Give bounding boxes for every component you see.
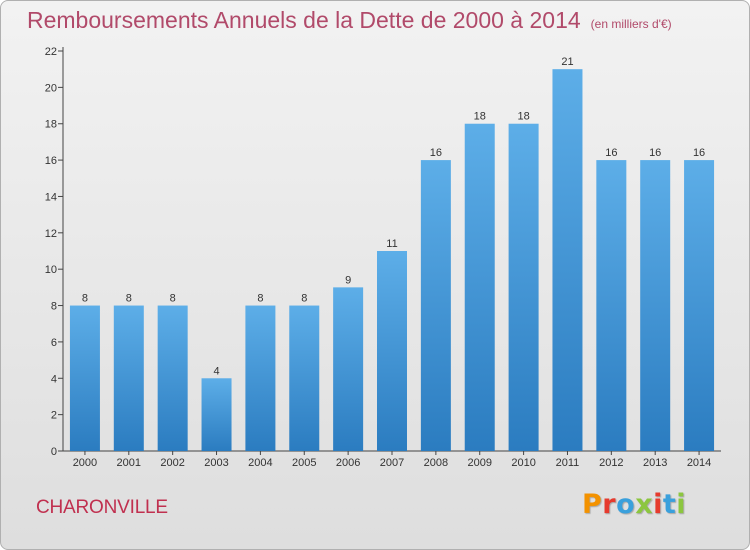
logo-letter: t	[662, 489, 677, 520]
y-tick-label: 14	[45, 191, 57, 203]
logo-letter: P	[582, 489, 603, 520]
bar-value-label: 8	[126, 293, 132, 305]
bar	[333, 287, 364, 451]
chart-title-unit: (en milliers d'€)	[590, 17, 672, 31]
logo-letter: x	[635, 489, 654, 520]
bar-value-label: 8	[170, 293, 176, 305]
bar	[157, 305, 188, 451]
logo-letter: o	[616, 489, 636, 520]
bar	[201, 378, 232, 451]
logo-letter: i	[676, 489, 687, 520]
bar-chart: 0 2 4 6 8 10 12 14 16 18 20 22 8 2000 8 2001 8 2002 4 2003 8…	[45, 46, 721, 469]
y-tick-label: 20	[45, 82, 57, 94]
x-tick-label: 2000	[73, 457, 97, 469]
bar-value-label: 11	[386, 238, 397, 250]
bar-value-label: 16	[693, 147, 705, 159]
y-tick-label: 12	[45, 228, 57, 240]
y-tick-label: 6	[51, 337, 57, 349]
bar-value-label: 8	[257, 293, 263, 305]
bar-value-label: 4	[213, 365, 219, 377]
bar	[684, 160, 715, 451]
bar-value-label: 18	[517, 111, 529, 123]
bar	[113, 305, 144, 451]
y-tick-label: 16	[45, 155, 57, 167]
bar	[508, 123, 539, 452]
x-tick-label: 2002	[160, 457, 184, 469]
x-tick-label: 2001	[117, 457, 141, 469]
bar-value-label: 8	[82, 293, 88, 305]
bar	[377, 251, 407, 451]
bar	[596, 160, 627, 451]
x-tick-label: 2013	[643, 457, 667, 469]
x-tick-label: 2009	[467, 457, 491, 469]
bar-value-label: 9	[345, 274, 351, 286]
x-tick-label: 2011	[556, 457, 580, 469]
bar-value-label: 16	[649, 147, 661, 159]
y-tick-label: 4	[51, 373, 57, 385]
bar-value-label: 8	[301, 293, 307, 305]
chart-title: Remboursements Annuels de la Dette de 20…	[27, 7, 672, 34]
y-tick-label: 8	[51, 301, 57, 313]
x-tick-label: 2007	[380, 457, 404, 469]
city-name: CHARONVILLE	[36, 497, 168, 518]
y-tick-label: 22	[45, 46, 57, 58]
x-tick-label: 2010	[511, 457, 535, 469]
x-tick-label: 2004	[248, 457, 272, 469]
bar	[245, 305, 276, 451]
x-tick-label: 2014	[687, 457, 711, 469]
bar	[464, 123, 495, 452]
bar	[420, 160, 451, 451]
x-tick-label: 2006	[336, 457, 360, 469]
bar	[552, 69, 583, 451]
logo-letter: r	[602, 489, 617, 520]
bar	[69, 305, 100, 451]
bar	[640, 160, 671, 451]
proxiti-logo: Proxiti	[582, 489, 686, 520]
x-tick-label: 2005	[292, 457, 316, 469]
chart-title-main: Remboursements Annuels de la Dette de 20…	[27, 7, 581, 33]
y-tick-label: 18	[45, 119, 57, 131]
bar-value-label: 16	[605, 147, 617, 159]
x-tick-label: 2012	[599, 457, 623, 469]
bar-value-label: 16	[430, 147, 442, 159]
bar-value-label: 18	[474, 111, 486, 123]
y-tick-label: 2	[51, 410, 57, 422]
bar	[289, 305, 320, 451]
x-tick-label: 2003	[204, 457, 228, 469]
logo-letter: i	[653, 489, 663, 520]
y-tick-label: 10	[45, 264, 57, 276]
x-tick-label: 2008	[424, 457, 448, 469]
y-tick-label: 0	[51, 446, 57, 458]
bar-value-label: 21	[561, 56, 573, 68]
